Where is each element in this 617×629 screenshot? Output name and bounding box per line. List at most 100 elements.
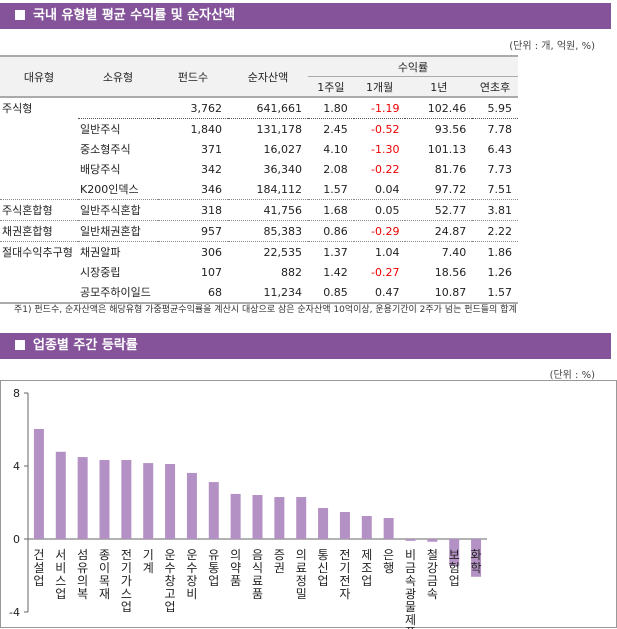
table-cell: 2.45 <box>308 118 354 139</box>
table-cell <box>0 179 78 200</box>
table-cell: 36,340 <box>263 162 303 176</box>
table-cell: 93.56 <box>405 118 473 139</box>
bar <box>165 463 176 539</box>
table-cell: 184,112 <box>256 182 303 196</box>
bar <box>121 459 132 539</box>
table-cell: -0.29 <box>353 220 406 242</box>
table-cell: 시장중립 <box>80 266 121 279</box>
bar <box>252 495 263 539</box>
col-assets: 순자산액 <box>228 56 308 97</box>
y-tick-label: 0 <box>13 533 20 546</box>
table-row: 공모주하이일드 68 11,234 0.85 0.47 10.87 1.57 <box>0 282 518 303</box>
col-major: 대유형 <box>0 56 78 97</box>
table-cell: -0.22 <box>370 162 400 176</box>
table-cell: 22,535 <box>228 241 308 262</box>
table-cell: 957 <box>158 220 228 242</box>
bar <box>427 539 438 542</box>
table-cell: 342 <box>201 162 222 176</box>
table-cell: 24.87 <box>405 220 473 242</box>
square-icon <box>15 10 25 20</box>
table-cell: 52.77 <box>405 199 473 221</box>
table-cell <box>0 262 78 282</box>
col-1m: 1개월 <box>353 76 406 97</box>
section-header-fund-returns: 국내 유형별 평균 수익률 및 순자산액 <box>0 3 611 29</box>
table-cell <box>0 119 78 140</box>
table-cell: 11,234 <box>263 285 303 299</box>
table-cell: 3.81 <box>472 199 518 221</box>
table-cell: 1.42 <box>323 265 348 279</box>
bar <box>405 539 416 541</box>
fund-returns-table: 대유형 소유형 펀드수 순자산액 수익률 1주일 1개월 1년 연초후 주식형 3… <box>0 55 518 304</box>
table-cell <box>0 159 78 179</box>
col-ytd: 연초후 <box>472 76 518 97</box>
bar <box>143 463 154 539</box>
col-returns: 수익률 <box>308 56 518 77</box>
table-cell <box>78 97 158 119</box>
table-cell: 1,840 <box>158 118 228 139</box>
unit-label: (단위 : %) <box>549 370 595 381</box>
table-cell: 107 <box>201 265 222 279</box>
section-title: 업종별 주간 등락률 <box>33 338 138 353</box>
y-tick-label: 8 <box>13 387 20 400</box>
table-cell: 배당주식 <box>80 163 121 176</box>
table-cell: 1.68 <box>308 199 354 221</box>
table-cell: 131,178 <box>228 118 308 139</box>
table-cell: 18.56 <box>434 265 467 279</box>
sector-bar-chart: -4 0 4 8 건 설 업 서 비 스 업 섬 유 의 복 종 이 목 재 전 기 가 스 업 기 계 운 수 창 고 업 운 수 장 비 유 통 업 의… <box>0 380 617 629</box>
bar <box>361 516 372 539</box>
table-cell: 1.80 <box>323 101 348 115</box>
unit-label: (단위 : 개, 억원, %) <box>509 41 595 52</box>
table-cell: 102.46 <box>427 101 467 115</box>
table-cell: 81.76 <box>434 162 467 176</box>
col-minor: 소유형 <box>78 56 158 97</box>
bar <box>471 539 482 577</box>
square-icon <box>15 340 25 350</box>
table-cell: 4.10 <box>323 142 348 156</box>
bar <box>383 518 394 539</box>
table-cell: 채권알파 <box>78 241 158 262</box>
table-cell: 중소형주식 <box>80 143 131 156</box>
table-cell: 0.05 <box>353 199 406 221</box>
y-tick-label: 4 <box>13 460 20 473</box>
col-1y: 1년 <box>405 76 473 97</box>
table-cell: 0.85 <box>323 285 348 299</box>
table-cell: 일반주식혼합 <box>78 199 158 221</box>
table-cell: 371 <box>201 142 222 156</box>
table-cell: 68 <box>208 285 222 299</box>
table-cell: 7.73 <box>487 162 513 176</box>
table-cell: 641,661 <box>256 101 303 115</box>
table-row: 채권혼합형 일반채권혼합 957 85,383 0.86 -0.29 24.87 2.22 <box>0 220 518 242</box>
y-tick-label: -4 <box>9 606 20 619</box>
section-header-sector: 업종별 주간 등락률 <box>0 333 611 359</box>
col-funds: 펀드수 <box>158 56 228 97</box>
table-cell: 1.57 <box>323 182 348 196</box>
table-row: 주식혼합형 일반주식혼합 318 41,756 1.68 0.05 52.77 3.81 <box>0 199 518 221</box>
table-cell: 346 <box>201 182 222 196</box>
bar <box>77 457 88 539</box>
table-cell: 1.37 <box>308 241 354 262</box>
table-cell: 7.40 <box>405 241 473 262</box>
table-cell: 2.22 <box>472 220 518 242</box>
table-row: K200인덱스 346 184,112 1.57 0.04 97.72 7.51 <box>0 179 518 200</box>
table-cell: 41,756 <box>228 199 308 221</box>
table-cell: 절대수익추구형 <box>0 241 78 262</box>
table-cell: 318 <box>158 199 228 221</box>
table-cell <box>0 282 78 303</box>
